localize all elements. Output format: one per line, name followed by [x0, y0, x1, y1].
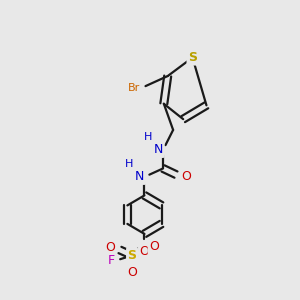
Text: H: H: [144, 132, 152, 142]
Text: S: S: [128, 249, 136, 262]
Text: O: O: [149, 241, 159, 254]
Text: F: F: [108, 254, 115, 267]
Text: O: O: [181, 170, 191, 183]
Text: N: N: [135, 170, 145, 183]
Text: O: O: [140, 245, 149, 258]
Text: Br: Br: [128, 83, 141, 93]
Text: N: N: [154, 143, 163, 157]
Text: O: O: [127, 266, 137, 279]
Text: S: S: [188, 51, 197, 64]
Text: H: H: [125, 159, 134, 169]
Text: O: O: [105, 241, 115, 254]
